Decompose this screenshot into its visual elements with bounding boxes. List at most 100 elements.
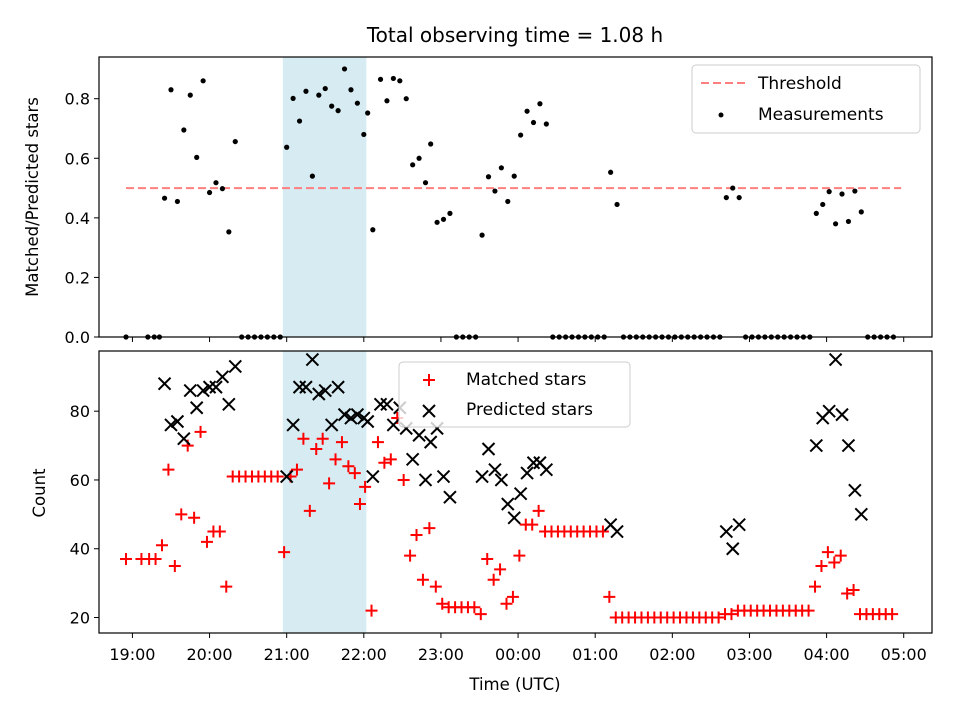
x-tick-label: 03:00: [726, 645, 772, 664]
measurement-point: [335, 108, 341, 114]
matched-star-point: [416, 573, 429, 586]
measurement-point: [498, 165, 504, 171]
matched-star-point: [802, 604, 815, 617]
matched-star-point: [500, 597, 513, 610]
legend-measurements-label: Measurements: [758, 105, 884, 125]
legend-threshold-label: Threshold: [757, 74, 842, 94]
predicted-star-point: [386, 418, 401, 432]
measurement-point: [354, 100, 360, 106]
measurement-point: [348, 87, 354, 93]
predicted-star-point: [286, 418, 300, 432]
top-axes: 0.00.20.40.60.8 Matched/Predicted stars …: [23, 56, 933, 347]
matched-star-point: [596, 525, 609, 538]
matched-star-point: [526, 518, 539, 531]
matched-star-point: [188, 511, 201, 524]
matched-star-point: [397, 473, 410, 486]
measurement-point: [492, 188, 498, 194]
measurement-point: [200, 78, 206, 84]
matched-star-point: [841, 587, 854, 600]
measurement-point: [187, 92, 193, 98]
predicted-star-point: [196, 383, 210, 398]
measurement-point: [290, 95, 296, 102]
predicted-star-point: [202, 380, 217, 394]
predicted-star-point: [209, 380, 223, 394]
predicted-star-point: [513, 487, 528, 501]
measurement-point: [341, 66, 348, 72]
matched-star-point: [335, 436, 348, 449]
predicted-star-point: [841, 438, 856, 453]
x-tick-label: 05:00: [881, 645, 927, 664]
matched-star-point: [371, 436, 384, 449]
top-y-tick-label: 0.6: [65, 149, 90, 168]
measurement-point: [370, 227, 376, 233]
predicted-star-point: [436, 469, 451, 484]
matched-star-point: [384, 453, 397, 466]
predicted-star-point: [228, 359, 242, 374]
predicted-star-point: [373, 397, 388, 412]
matched-star-point: [725, 608, 738, 621]
predicted-star-point: [520, 466, 534, 480]
measurement-point: [845, 218, 852, 225]
bottom-y-tick-label: 60: [70, 471, 90, 490]
measurement-point: [723, 194, 729, 201]
matched-star-point: [213, 525, 226, 538]
measurement-point: [839, 191, 845, 197]
matched-star-point: [886, 608, 899, 621]
predicted-star-point: [539, 462, 554, 477]
measurement-point: [377, 76, 384, 82]
predicted-star-point: [481, 442, 496, 456]
predicted-star-point: [418, 473, 433, 487]
x-tick-label: 20:00: [186, 645, 232, 664]
predicted-star-point: [412, 428, 426, 442]
measurement-point: [543, 121, 549, 127]
measurement-point: [530, 119, 537, 126]
legend-matched-swatch: [423, 374, 435, 386]
matched-star-point: [423, 522, 436, 535]
matched-star-point: [603, 590, 616, 603]
measurement-point: [447, 210, 453, 216]
measurement-point: [736, 194, 742, 201]
chart-title: Total observing time = 1.08 h: [366, 23, 663, 47]
top-axes-frame: [98, 56, 933, 338]
matched-star-point: [712, 611, 725, 624]
predicted-star-point: [292, 380, 307, 394]
matched-stars-points: [119, 412, 899, 624]
measurement-point: [384, 98, 390, 104]
matched-star-point: [297, 432, 310, 445]
measurement-point: [511, 173, 517, 179]
predicted-star-point: [423, 435, 438, 449]
matched-star-point: [155, 539, 168, 552]
predicted-star-point: [189, 401, 204, 415]
measurement-point: [206, 189, 213, 196]
predicted-star-point: [726, 542, 740, 556]
predicted-star-point: [350, 407, 365, 422]
measurement-point: [537, 101, 543, 107]
measurement-point: [365, 110, 371, 116]
measurement-point: [410, 162, 416, 168]
matched-star-point: [342, 460, 355, 473]
matched-star-point: [149, 553, 162, 566]
matched-star-point: [175, 508, 188, 521]
measurement-point: [505, 198, 511, 205]
measurement-point: [219, 186, 226, 192]
matched-star-point: [513, 549, 526, 562]
top-y-axis-label: Matched/Predicted stars: [23, 97, 42, 297]
measurement-point: [832, 221, 839, 227]
predicted-star-point: [405, 452, 420, 467]
predicted-star-point: [488, 462, 502, 477]
matched-star-point: [506, 590, 519, 603]
predicted-star-point: [380, 397, 394, 412]
bottom-axes: 20 40 60 80 19:00 20:00 21:00 22:00 23:00 00:00 0…: [30, 350, 933, 694]
top-y-tick-label: 0.2: [65, 268, 90, 287]
predicted-star-point: [337, 407, 352, 422]
x-tick-label: 19:00: [109, 645, 155, 664]
measurement-point: [434, 219, 440, 225]
predicted-star-point: [318, 383, 332, 398]
predicted-star-point: [344, 411, 358, 425]
measurement-point: [174, 198, 181, 205]
matched-star-point: [194, 425, 207, 438]
matched-star-point: [378, 456, 391, 469]
matched-star-point: [290, 463, 303, 476]
predicted-star-point: [215, 370, 230, 384]
measurement-point: [322, 85, 328, 92]
